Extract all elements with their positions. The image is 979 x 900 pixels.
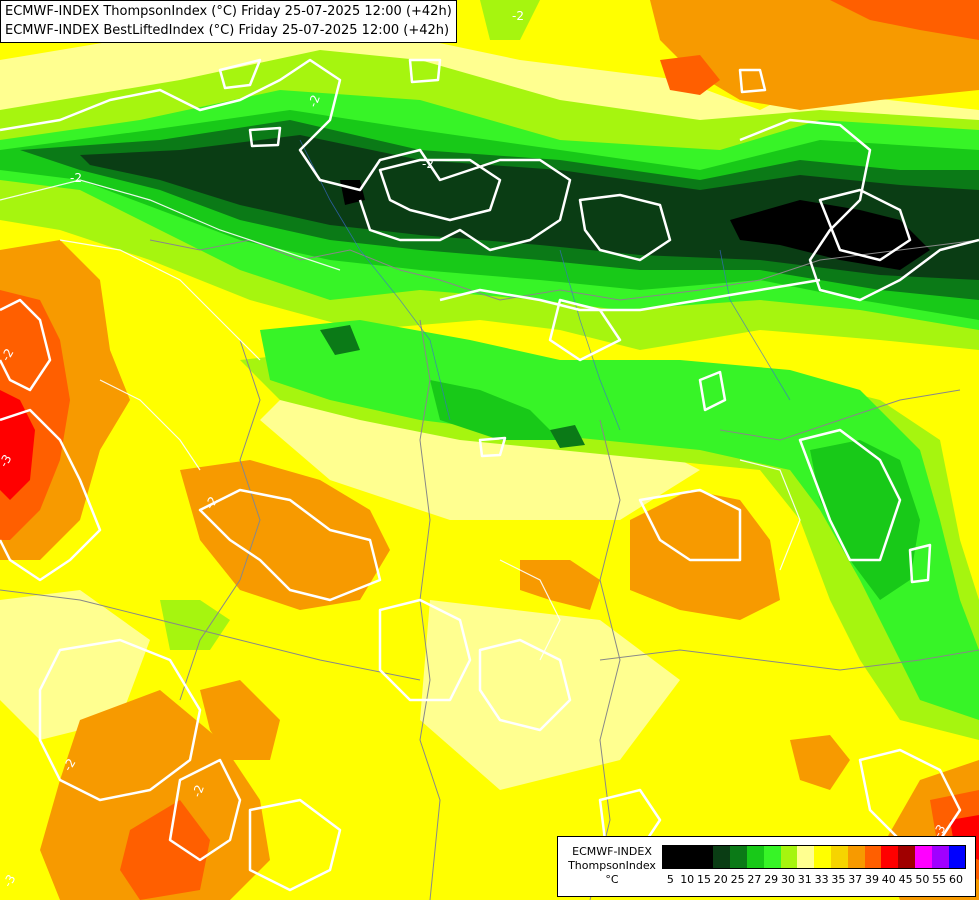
contour-lines (0, 58, 979, 892)
legend-swatch (780, 846, 798, 868)
legend-swatches (662, 845, 967, 869)
legend-tick-label: 50 (915, 873, 930, 886)
legend-swatch (864, 846, 882, 868)
legend-swatch (730, 846, 747, 868)
legend-swatch (814, 846, 831, 868)
legend-tick-label: 45 (898, 873, 913, 886)
color-legend: ECMWF-INDEX ThompsonIndex °C 5 10 15 20 25 27… (557, 836, 976, 897)
legend-swatch (797, 846, 815, 868)
rivers (299, 139, 791, 431)
legend-tick-label: 27 (747, 873, 762, 886)
legend-tick-label: 15 (697, 873, 711, 886)
legend-tick-label: 39 (865, 873, 879, 886)
legend-swatch (679, 846, 697, 868)
legend-swatch (847, 846, 865, 868)
legend-tick-label: 35 (831, 873, 846, 886)
contour-line-thin (0, 179, 801, 661)
legend-tick-label: 31 (797, 873, 812, 886)
legend-tick-label: 60 (949, 873, 963, 886)
legend-label: ECMWF-INDEX ThompsonIndex °C (564, 845, 660, 887)
legend-swatch (881, 846, 899, 868)
legend-swatch (763, 846, 781, 868)
legend-tick-label: 55 (932, 873, 947, 886)
legend-parameter: ThompsonIndex (568, 859, 656, 872)
legend-swatch (931, 846, 949, 868)
legend-tick-label: 30 (781, 873, 795, 886)
contour-label: -2 (70, 171, 82, 185)
header-title-bestlifted: ECMWF-INDEX BestLiftedIndex (°C) Friday … (5, 23, 450, 38)
legend-swatch (898, 846, 915, 868)
header-title-thompson: ECMWF-INDEX ThompsonIndex (°C) Friday 25… (5, 4, 452, 19)
legend-tick-label: 37 (848, 873, 863, 886)
legend-tick-label: 33 (814, 873, 829, 886)
contour-label: -2 (306, 93, 323, 109)
legend-tick-label: 5 (666, 873, 674, 886)
legend-swatch (830, 846, 848, 868)
legend-unit: °C (605, 873, 619, 886)
legend-model: ECMWF-INDEX (572, 845, 652, 858)
legend-swatch (746, 846, 764, 868)
legend-swatch (914, 846, 932, 868)
map-header: ECMWF-INDEX ThompsonIndex (°C) Friday 25… (0, 0, 457, 43)
legend-tick-label: 25 (730, 873, 745, 886)
contour-label: -2 (512, 9, 524, 23)
contour-label: -2 (422, 157, 434, 171)
legend-swatch (713, 846, 731, 868)
legend-tick-label: 40 (881, 873, 896, 886)
legend-tick-label: 10 (680, 873, 695, 886)
legend-swatch (696, 846, 714, 868)
contour-label: -2 (190, 783, 207, 799)
darkest-green-zones (80, 135, 979, 280)
legend-swatch (948, 846, 966, 868)
legend-swatch (663, 846, 680, 868)
legend-tick-label: 29 (764, 873, 779, 886)
legend-ticks: 5 10 15 20 25 27 29 30 31 33 35 37 39 40 45 50 55 60 (662, 873, 977, 889)
legend-tick-label: 20 (713, 873, 728, 886)
